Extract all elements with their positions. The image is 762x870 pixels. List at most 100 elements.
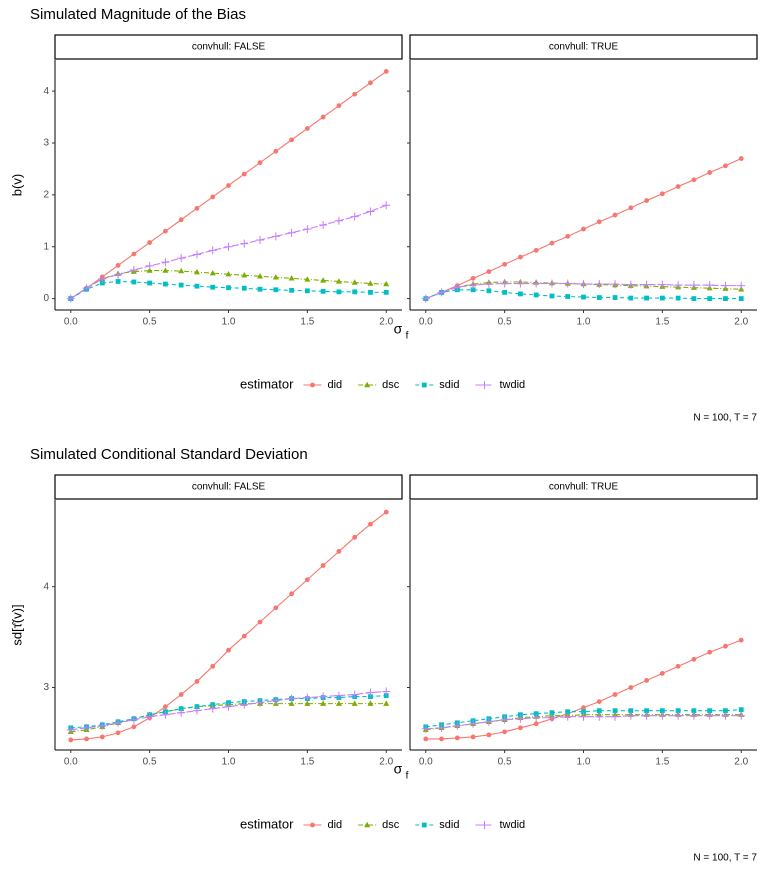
point <box>129 715 138 724</box>
legend-marker <box>310 382 315 388</box>
point <box>644 295 649 301</box>
point <box>98 721 107 730</box>
x-axis-label-subscript: f <box>406 771 409 782</box>
point <box>500 715 509 724</box>
point <box>224 702 233 711</box>
point <box>178 706 184 712</box>
point <box>194 679 200 684</box>
point <box>226 285 231 291</box>
point <box>320 700 327 706</box>
point <box>99 280 105 286</box>
point <box>549 710 555 716</box>
x-tick-label: 1.0 <box>222 757 236 768</box>
point <box>596 699 602 705</box>
point <box>257 273 264 279</box>
point <box>288 275 295 281</box>
point <box>644 708 649 714</box>
point <box>628 205 634 211</box>
point <box>129 266 138 275</box>
point <box>367 700 374 706</box>
y-tick-label: 4 <box>43 581 49 592</box>
legend-title: estimator <box>240 816 294 831</box>
x-tick-label: 0.0 <box>419 317 433 328</box>
point <box>226 647 231 653</box>
point <box>596 219 602 225</box>
point <box>147 280 153 286</box>
point <box>210 663 216 669</box>
point <box>486 732 492 738</box>
y-tick-label: 4 <box>43 86 49 97</box>
x-tick-label: 1.5 <box>655 757 669 768</box>
legend-label: twdid <box>499 379 525 391</box>
point <box>658 711 667 720</box>
legend-marker <box>310 822 315 828</box>
point <box>114 270 123 279</box>
point <box>304 126 310 131</box>
x-tick-label: 2.0 <box>379 317 393 328</box>
point <box>163 228 168 234</box>
point <box>723 296 728 301</box>
point <box>565 233 571 239</box>
point <box>579 280 588 289</box>
strip-label: convhull: TRUE <box>549 42 619 53</box>
point <box>241 171 247 177</box>
point <box>737 711 746 720</box>
x-axis-label-subscript: f <box>406 331 409 342</box>
point <box>287 228 296 237</box>
point <box>241 272 248 278</box>
point <box>565 709 571 715</box>
x-axis-label: σ <box>394 321 403 337</box>
caption: N = 100, T = 7 <box>693 413 757 424</box>
strip <box>409 34 758 60</box>
strip-label: convhull: TRUE <box>549 482 619 493</box>
point <box>437 288 446 297</box>
point <box>659 708 665 714</box>
x-tick-label: 1.5 <box>300 757 314 768</box>
point <box>115 262 121 268</box>
point <box>453 721 462 730</box>
point <box>336 549 342 554</box>
point <box>368 694 373 699</box>
point <box>272 274 279 280</box>
legend-marker <box>480 381 489 389</box>
x-tick-label: 0.0 <box>64 757 78 768</box>
point <box>486 269 492 275</box>
point <box>628 685 634 690</box>
x-tick-label: 2.0 <box>734 317 748 328</box>
point <box>659 295 665 301</box>
point <box>178 692 184 697</box>
point <box>208 246 217 255</box>
point <box>738 637 744 643</box>
legend-label: did <box>327 819 342 831</box>
point <box>675 708 681 714</box>
point <box>336 289 342 295</box>
point <box>675 663 681 669</box>
point <box>674 281 683 290</box>
point <box>532 713 541 722</box>
point <box>453 283 462 292</box>
point <box>194 283 200 289</box>
point <box>209 269 216 276</box>
point <box>256 698 265 707</box>
point <box>224 242 233 251</box>
point <box>114 718 123 727</box>
point <box>320 563 326 568</box>
point <box>68 737 74 743</box>
point <box>642 280 651 289</box>
y-tick-label: 3 <box>43 682 49 693</box>
x-tick-label: 2.0 <box>379 757 393 768</box>
point <box>738 156 744 161</box>
point <box>226 183 231 188</box>
point <box>518 712 523 718</box>
point <box>303 693 312 702</box>
point <box>612 692 618 697</box>
point <box>707 296 713 301</box>
point <box>194 205 200 211</box>
x-tick-label: 0.0 <box>419 757 433 768</box>
point <box>131 279 137 285</box>
point <box>351 279 358 285</box>
point <box>484 280 493 289</box>
x-tick-label: 1.0 <box>577 757 591 768</box>
y-tick-label: 3 <box>43 138 49 149</box>
